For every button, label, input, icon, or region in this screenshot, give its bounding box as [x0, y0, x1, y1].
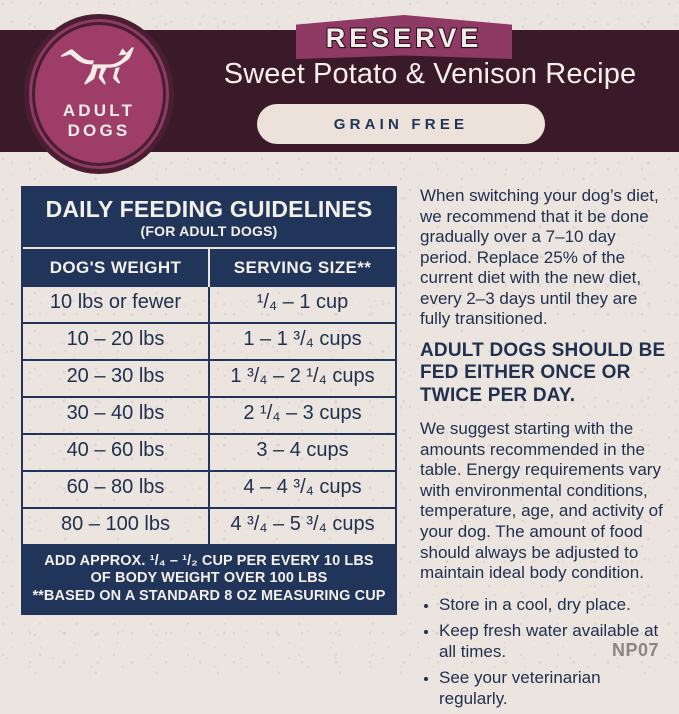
table-title: DAILY FEEDING GUIDELINES: [45, 196, 373, 222]
cell-serving-size: ¹/₄ – 1 cup: [256, 291, 349, 314]
table-subtitle: (FOR ADULT DOGS): [140, 223, 278, 240]
cell-dog-weight: 20 – 30 lbs: [23, 361, 210, 397]
table-row: 40 – 60 lbs 3 – 4 cups: [23, 433, 395, 471]
footnote-line-2: OF BODY WEIGHT OVER 100 LBS: [90, 570, 328, 587]
transition-paragraph: When switching your dog’s diet, we recom…: [420, 186, 659, 329]
table-row: 30 – 40 lbs 2 ¹/₄ – 3 cups: [23, 396, 395, 434]
cell-serving-size: 4 ³/₄ – 5 ³/₄ cups: [230, 513, 375, 536]
care-tip-item: See your veterinarian regularly.: [439, 667, 672, 709]
table-row: 20 – 30 lbs 1 ³/₄ – 2 ¹/₄ cups: [23, 359, 395, 397]
reserve-ribbon: RESERVE: [296, 15, 512, 59]
cell-dog-weight: 10 lbs or fewer: [23, 287, 210, 323]
table-title-block: DAILY FEEDING GUIDELINES (FOR ADULT DOGS…: [23, 188, 395, 248]
feeding-instructions: When switching your dog’s diet, we recom…: [420, 186, 672, 714]
energy-requirements-paragraph: We suggest starting with the amounts rec…: [420, 419, 663, 583]
cell-dog-weight: 60 – 80 lbs: [23, 472, 210, 508]
grain-free-label: GRAIN FREE: [333, 115, 469, 133]
badge-label-line1: ADULT: [62, 101, 136, 120]
footnote-line-1: ADD APPROX. ¹/₄ – ¹/₂ CUP PER EVERY 10 L…: [44, 553, 374, 570]
product-code: NP07: [612, 640, 660, 660]
care-tip-item: Store in a cool, dry place.: [439, 594, 672, 615]
cell-dog-weight: 10 – 20 lbs: [23, 324, 210, 360]
column-header-weight: DOG'S WEIGHT: [23, 249, 210, 288]
table-row: 10 – 20 lbs 1 – 1 ³/₄ cups: [23, 322, 395, 360]
feeding-frequency-statement: ADULT DOGS SHOULD BE FED EITHER ONCE OR …: [420, 339, 666, 406]
cell-serving-size: 3 – 4 cups: [256, 439, 349, 462]
table-row: 10 lbs or fewer ¹/₄ – 1 cup: [23, 287, 395, 323]
table-row: 80 – 100 lbs 4 ³/₄ – 5 ³/₄ cups: [23, 507, 395, 545]
column-header-serving: SERVING SIZE**: [233, 258, 372, 278]
badge-disc: ADULT DOGS: [35, 25, 163, 163]
daily-feeding-guidelines-table: DAILY FEEDING GUIDELINES (FOR ADULT DOGS…: [21, 186, 397, 615]
footnote-line-3: **BASED ON A STANDARD 8 OZ MEASURING CUP: [32, 587, 386, 604]
reserve-label: RESERVE: [325, 21, 483, 53]
table-header-row: DOG'S WEIGHT SERVING SIZE**: [23, 247, 395, 288]
adult-dogs-badge: ADULT DOGS: [24, 14, 174, 174]
cell-serving-size: 1 ³/₄ – 2 ¹/₄ cups: [230, 365, 375, 388]
cell-serving-size: 2 ¹/₄ – 3 cups: [243, 402, 362, 425]
cell-dog-weight: 30 – 40 lbs: [23, 398, 210, 434]
table-footnote: ADD APPROX. ¹/₄ – ¹/₂ CUP PER EVERY 10 L…: [23, 544, 395, 613]
cell-serving-size: 4 – 4 ³/₄ cups: [243, 476, 362, 499]
cell-dog-weight: 40 – 60 lbs: [23, 435, 210, 471]
table-row: 60 – 80 lbs 4 – 4 ³/₄ cups: [23, 470, 395, 508]
package-label-panel: RESERVE Sweet Potato & Venison Recipe GR…: [0, 0, 679, 679]
badge-label-line2: DOGS: [67, 121, 131, 141]
table-body: 10 lbs or fewer ¹/₄ – 1 cup 10 – 20 lbs 1 –…: [23, 287, 395, 545]
cell-dog-weight: 80 – 100 lbs: [23, 509, 210, 545]
recipe-title: Sweet Potato & Venison Recipe: [223, 58, 637, 90]
cell-serving-size: 1 – 1 ³/₄ cups: [243, 328, 362, 351]
care-tip-item: Keep fresh water available at all times.: [439, 620, 672, 662]
grain-free-badge: GRAIN FREE: [257, 104, 545, 144]
running-dog-icon: [60, 45, 138, 92]
